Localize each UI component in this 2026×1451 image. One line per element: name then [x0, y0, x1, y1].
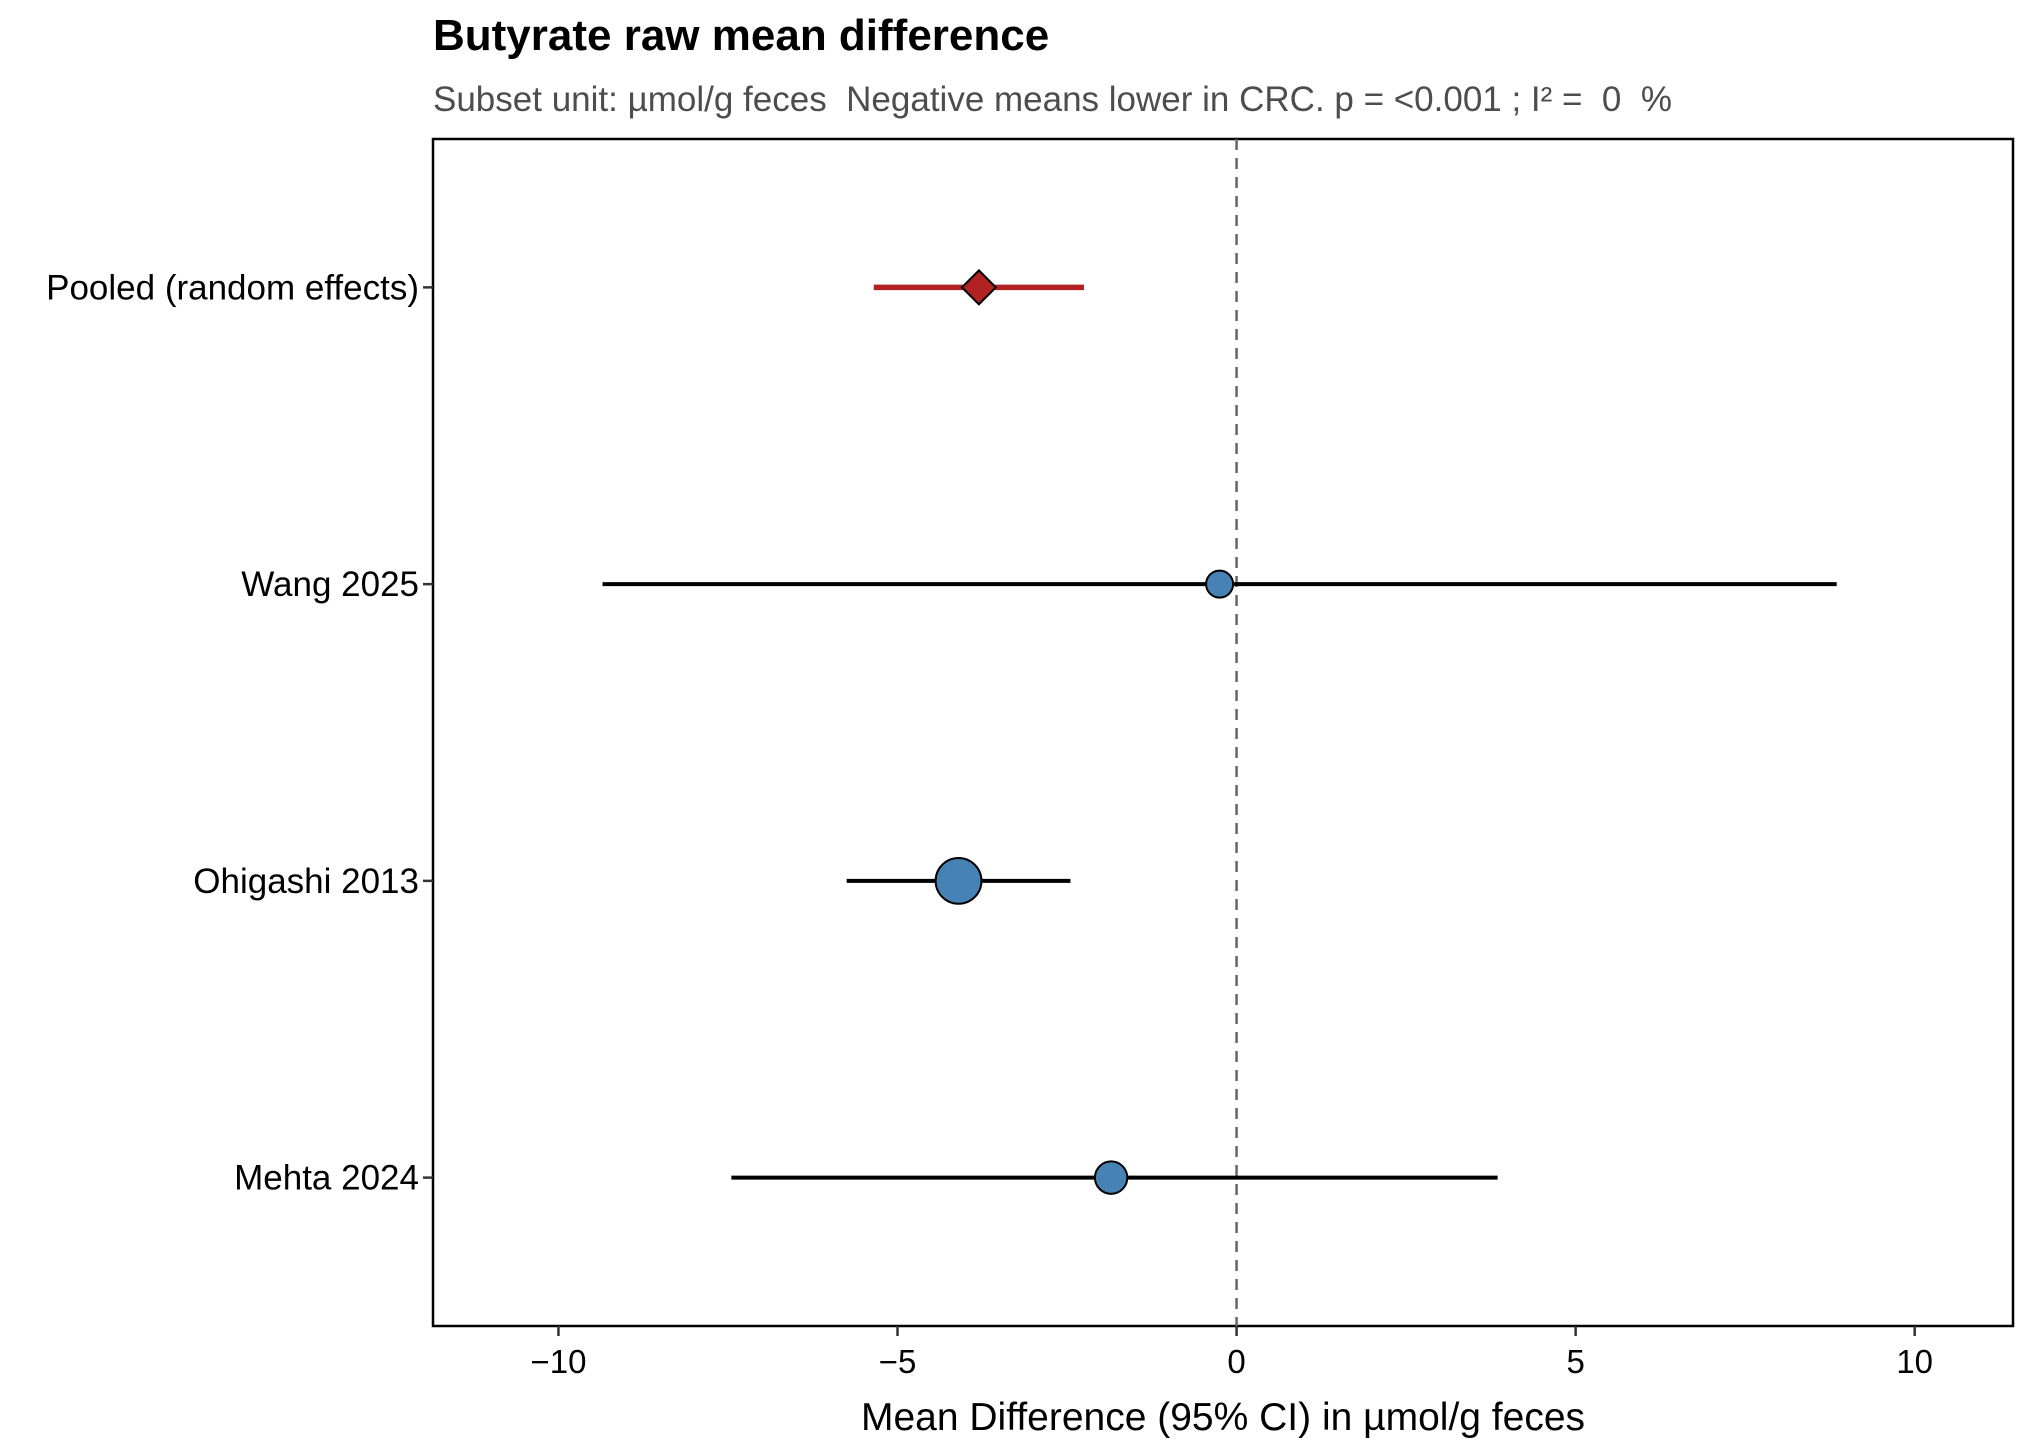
x-axis: −10 −5 0 5 10 — [530, 1326, 1933, 1380]
study-estimate-point — [1093, 1160, 1129, 1195]
x-tick-label: 0 — [1227, 1343, 1245, 1380]
chart-title: Butyrate raw mean difference — [433, 11, 1049, 60]
y-tick-label: Pooled (random effects) — [46, 268, 419, 307]
y-tick-label: Mehta 2024 — [234, 1159, 419, 1198]
study-estimate-point — [934, 856, 983, 905]
plot-marks — [602, 139, 1837, 1326]
y-axis: Pooled (random effects) Wang 2025 Ohigashi… — [46, 268, 433, 1198]
x-tick-label: −5 — [879, 1343, 917, 1380]
x-tick-label: 5 — [1566, 1343, 1584, 1380]
x-axis-label: Mean Difference (95% CI) in µmol/g feces — [861, 1396, 1585, 1439]
study-estimate-point — [1205, 569, 1235, 599]
y-tick-label: Ohigashi 2013 — [193, 862, 419, 901]
x-tick-label: −10 — [530, 1343, 586, 1380]
x-tick-label: 10 — [1896, 1343, 1933, 1380]
plot-panel — [431, 137, 2015, 1328]
pooled-estimate-diamond — [960, 268, 998, 306]
y-tick-label: Wang 2025 — [241, 565, 419, 604]
chart-subtitle: Subset unit: µmol/g feces Negative means… — [433, 80, 1672, 119]
